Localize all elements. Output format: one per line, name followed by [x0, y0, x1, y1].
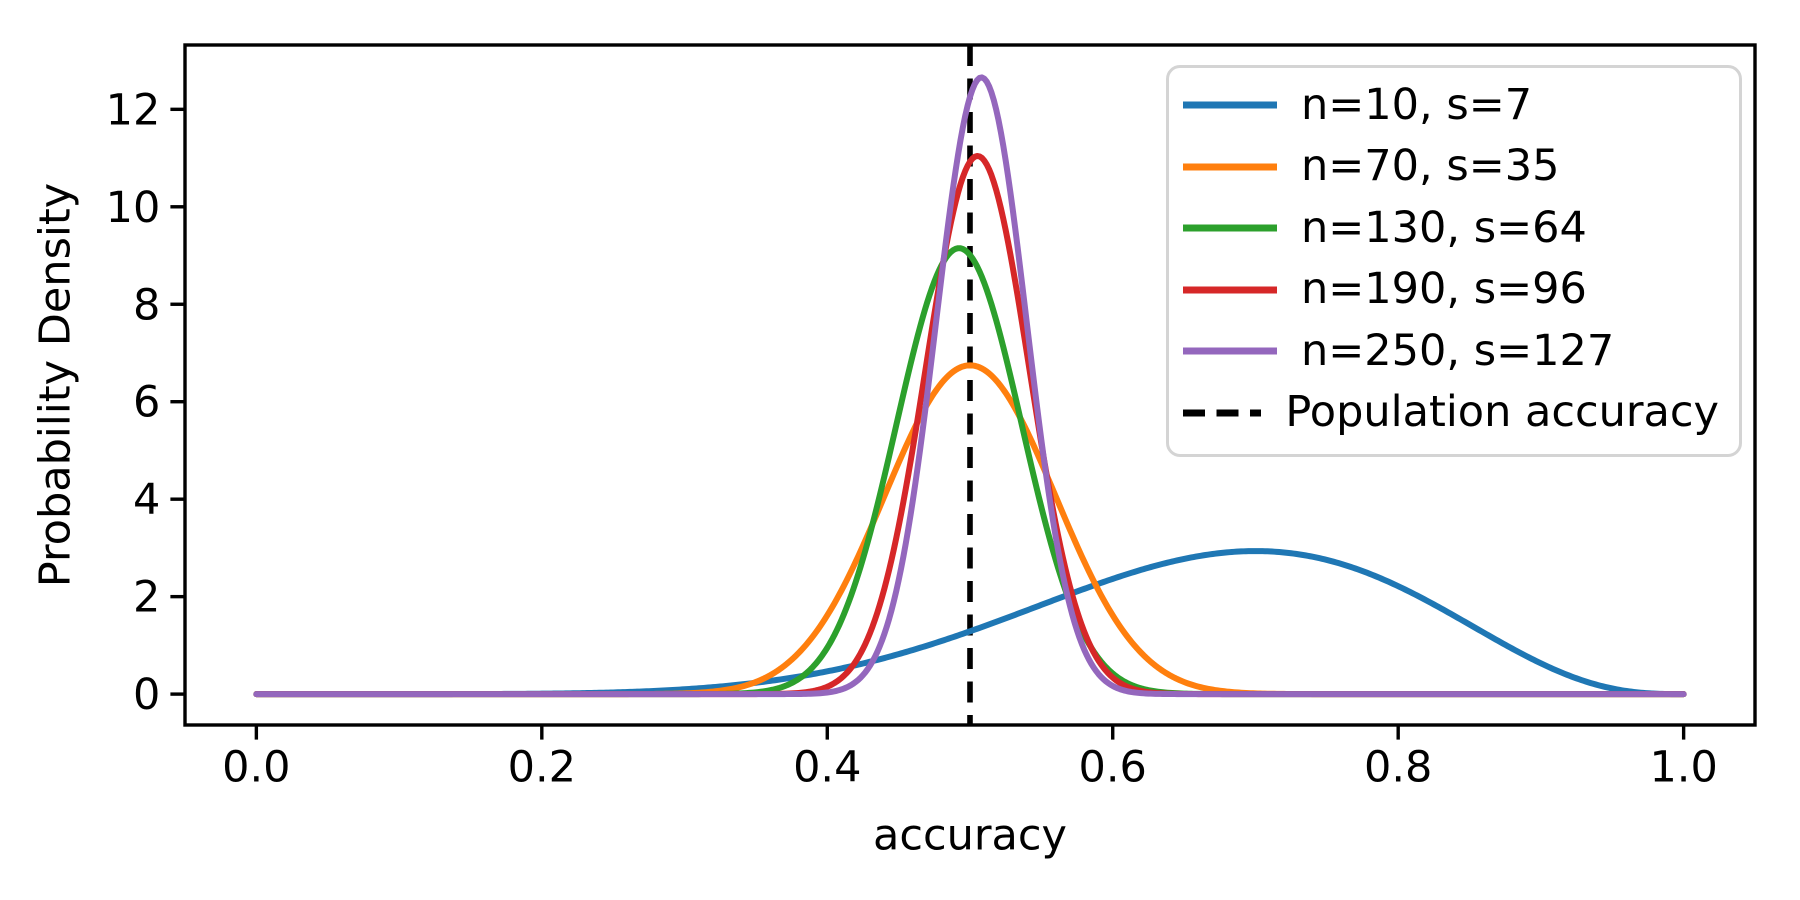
legend-item: n=10, s=7 — [1183, 80, 1719, 130]
legend-line-swatch — [1183, 224, 1277, 232]
legend-line-swatch — [1183, 347, 1277, 355]
legend: n=10, s=7 n=70, s=35 n=130, s=64 n=190, s=9… — [1166, 65, 1742, 457]
y-tick-label: 2 — [133, 573, 160, 623]
legend-item-label: n=250, s=127 — [1301, 325, 1615, 376]
x-tick-label: 0.4 — [793, 743, 861, 793]
legend-item-label: n=10, s=7 — [1301, 79, 1533, 130]
legend-item-label: n=70, s=35 — [1301, 141, 1560, 192]
legend-item-label: n=190, s=96 — [1301, 264, 1587, 315]
y-tick-label: 6 — [133, 378, 160, 428]
legend-item: n=190, s=96 — [1183, 265, 1719, 315]
x-tick-label: 0.2 — [508, 743, 576, 793]
legend-item: n=70, s=35 — [1183, 142, 1719, 192]
x-tick-label: 0.6 — [1079, 743, 1147, 793]
axes-spines — [183, 43, 1757, 727]
x-tick-label: 0.0 — [222, 743, 290, 793]
legend-item-label: Population accuracy — [1285, 387, 1719, 438]
legend-item: n=250, s=127 — [1183, 326, 1719, 376]
y-tick-label: 10 — [106, 183, 161, 233]
y-tick-label: 12 — [106, 85, 161, 135]
legend-item: Population accuracy — [1183, 388, 1719, 438]
y-tick-label: 8 — [133, 280, 160, 330]
legend-item-label: n=130, s=64 — [1301, 202, 1587, 253]
x-tick-label: 1.0 — [1649, 743, 1717, 793]
x-tick-label: 0.8 — [1364, 743, 1432, 793]
legend-line-swatch — [1183, 101, 1277, 109]
legend-item: n=130, s=64 — [1183, 203, 1719, 253]
x-axis-label: accuracy — [872, 810, 1068, 861]
y-tick-label: 0 — [133, 670, 160, 720]
series-curve-5 — [253, 74, 1687, 698]
legend-dashed-line-swatch — [1183, 409, 1262, 417]
legend-line-swatch — [1183, 286, 1277, 294]
y-tick-label: 4 — [133, 475, 160, 525]
y-axis-label: Probability Density — [30, 182, 81, 588]
legend-line-swatch — [1183, 163, 1277, 171]
